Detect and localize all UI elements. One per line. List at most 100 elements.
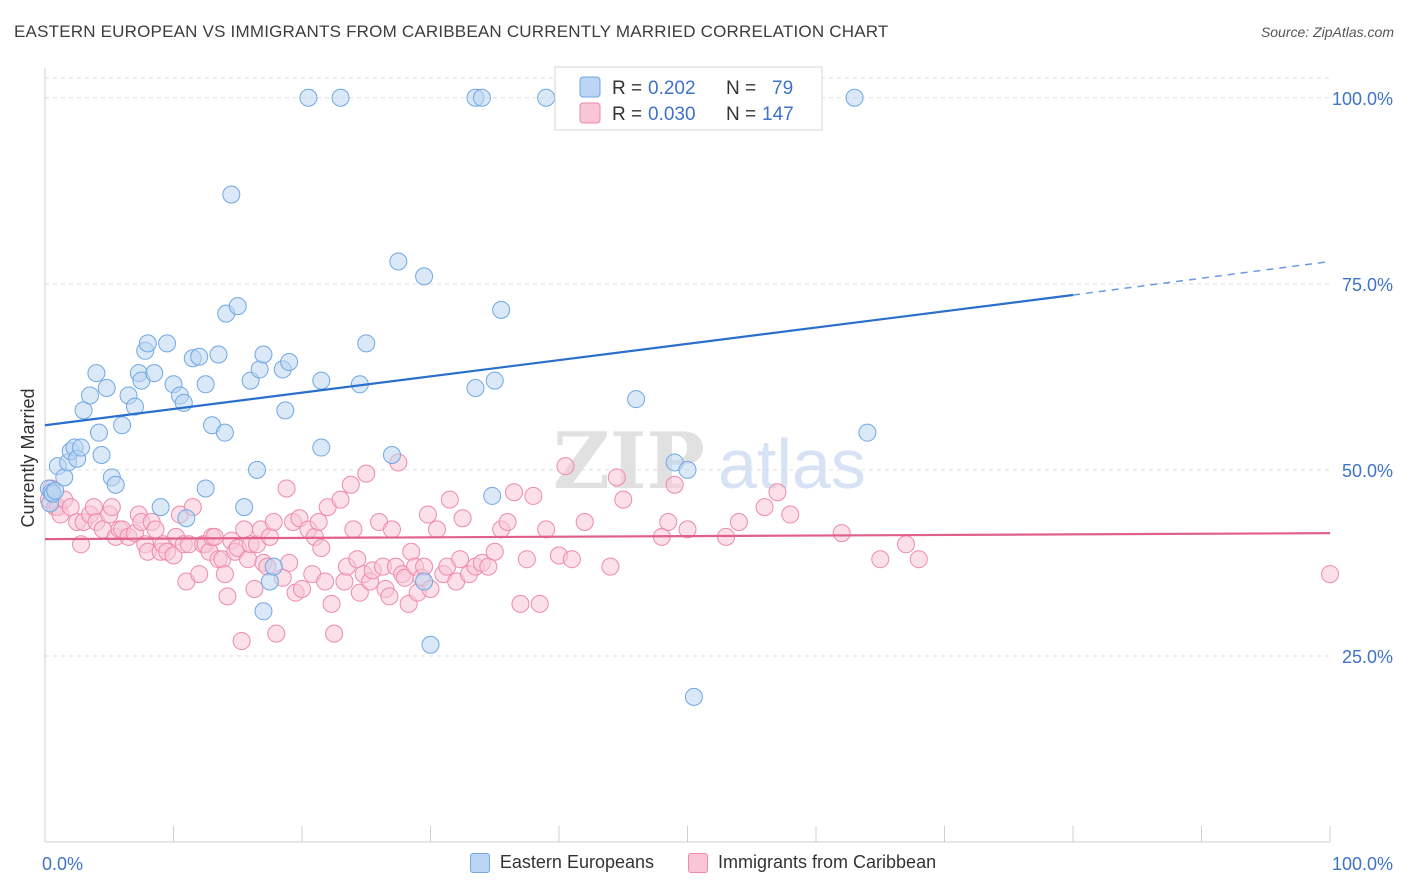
- eastern-european-point: [254, 602, 273, 621]
- eastern-european-point: [250, 360, 269, 379]
- legend-n-label-pink: N =: [726, 104, 756, 125]
- caribbean-point: [239, 550, 258, 569]
- caribbean-point: [357, 464, 376, 483]
- caribbean-point: [325, 624, 344, 643]
- eastern-european-point: [312, 371, 331, 390]
- legend-n-label-blue: N =: [726, 78, 756, 99]
- caribbean-point: [164, 546, 183, 565]
- caribbean-point: [267, 624, 286, 643]
- caribbean-point: [418, 505, 437, 524]
- legend-swatch-blue: [579, 76, 601, 98]
- legend-label-eastern-europeans: Eastern Europeans: [499, 852, 655, 872]
- y-tick-label: 100.0%: [1332, 89, 1393, 109]
- eastern-european-point: [196, 479, 215, 498]
- caribbean-point: [84, 498, 103, 517]
- eastern-european-point: [312, 438, 331, 457]
- eastern-european-point: [389, 252, 408, 271]
- caribbean-point: [280, 553, 299, 572]
- caribbean-point: [312, 539, 331, 558]
- trend-lines: [44, 260, 1331, 541]
- eastern-european-point: [264, 557, 283, 576]
- eastern-european-point: [260, 572, 279, 591]
- chart-title: EASTERN EUROPEAN VS IMMIGRANTS FROM CARI…: [14, 22, 889, 41]
- eastern-european-points: [39, 88, 877, 706]
- eastern-european-point: [254, 345, 273, 364]
- caribbean-point: [380, 587, 399, 606]
- y-tick-label: 50.0%: [1342, 461, 1393, 481]
- caribbean-point: [871, 550, 890, 569]
- eastern-european-point: [483, 486, 502, 505]
- caribbean-point: [659, 512, 678, 531]
- caribbean-point: [1321, 565, 1339, 584]
- caribbean-point: [61, 498, 80, 517]
- eastern-european-point: [678, 460, 697, 479]
- caribbean-point: [316, 572, 335, 591]
- eastern-european-point: [684, 687, 703, 706]
- correlation-legend: R = 0.202 N = 79 R = 0.030 N = 147: [554, 66, 823, 131]
- caribbean-point: [293, 579, 311, 598]
- caribbean-point: [335, 572, 354, 591]
- caribbean-point: [781, 505, 800, 524]
- eastern-european-point: [382, 446, 401, 464]
- eastern-european-point: [55, 468, 74, 487]
- caribbean-point: [190, 565, 209, 584]
- legend-swatch-caribbean: [688, 852, 709, 873]
- eastern-european-point: [106, 475, 125, 494]
- x-axis-tick-labels: 0.0% 100.0%: [42, 854, 1393, 874]
- eastern-european-point: [80, 386, 99, 405]
- caribbean-trend-line: [44, 532, 1331, 541]
- caribbean-point: [665, 475, 684, 494]
- legend-swatch-eastern-europeans: [469, 852, 490, 873]
- series-legend: Eastern Europeans Immigrants from Caribb…: [0, 852, 1406, 873]
- caribbean-point: [556, 457, 575, 476]
- eastern-european-point: [415, 572, 434, 591]
- caribbean-point: [440, 490, 459, 509]
- eastern-european-point: [492, 300, 511, 319]
- caribbean-point: [350, 583, 369, 602]
- caribbean-point: [537, 520, 556, 539]
- caribbean-point: [498, 512, 517, 531]
- watermark-atlas: atlas: [718, 425, 866, 503]
- eastern-european-point: [215, 423, 234, 442]
- caribbean-point: [264, 512, 283, 531]
- eastern-european-point: [74, 401, 93, 420]
- eastern-european-point: [627, 390, 646, 409]
- x-tick-label-max: 100.0%: [1332, 854, 1393, 874]
- eastern-european-point: [472, 88, 491, 107]
- caribbean-point: [146, 520, 165, 539]
- caribbean-point: [485, 542, 504, 561]
- caribbean-point: [341, 475, 360, 494]
- caribbean-point: [402, 542, 421, 561]
- caribbean-points: [39, 453, 1339, 651]
- eastern-european-point: [299, 88, 318, 107]
- eastern-european-point: [415, 267, 434, 286]
- eastern-european-point: [97, 379, 116, 398]
- x-tick-label-min: 0.0%: [42, 854, 83, 874]
- caribbean-point: [215, 565, 234, 584]
- legend-r-label-blue: R =: [612, 78, 642, 99]
- caribbean-point: [309, 512, 328, 531]
- y-tick-label: 25.0%: [1342, 647, 1393, 667]
- eastern-european-point: [190, 347, 209, 366]
- caribbean-point: [607, 468, 626, 487]
- caribbean-point: [348, 550, 367, 569]
- eastern-european-point: [845, 88, 864, 107]
- eastern-european-point: [858, 423, 877, 442]
- eastern-european-point: [151, 498, 170, 517]
- legend-item-eastern-europeans: Eastern Europeans: [469, 852, 655, 873]
- legend-n-value-pink: 147: [762, 104, 794, 125]
- caribbean-point: [453, 509, 472, 528]
- legend-r-label-pink: R =: [612, 104, 642, 125]
- caribbean-point: [427, 520, 446, 539]
- legend-r-value-pink: 0.030: [648, 104, 696, 125]
- legend-item-caribbean: Immigrants from Caribbean: [688, 852, 936, 873]
- y-axis-tick-labels: 25.0% 50.0% 75.0% 100.0%: [1332, 89, 1393, 667]
- eastern-european-point: [248, 460, 267, 479]
- eastern-european-point: [89, 423, 108, 442]
- eastern-european-point: [87, 364, 106, 383]
- caribbean-point: [382, 520, 401, 539]
- eastern-european-point: [46, 481, 65, 500]
- eastern-european-point: [209, 345, 228, 364]
- eastern-european-point: [485, 371, 504, 390]
- eastern-european-point: [357, 334, 376, 353]
